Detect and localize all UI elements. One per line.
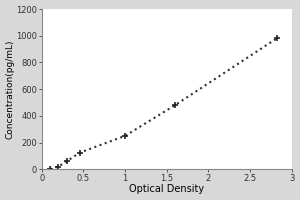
Point [78, 151, 82, 154]
Point [64, 160, 69, 163]
Point [123, 134, 128, 137]
Point [56, 165, 61, 168]
X-axis label: Optical Density: Optical Density [129, 184, 204, 194]
Point [274, 37, 279, 40]
Point [48, 168, 52, 171]
Point [173, 104, 178, 107]
Y-axis label: Concentration(pg/mL): Concentration(pg/mL) [6, 39, 15, 139]
